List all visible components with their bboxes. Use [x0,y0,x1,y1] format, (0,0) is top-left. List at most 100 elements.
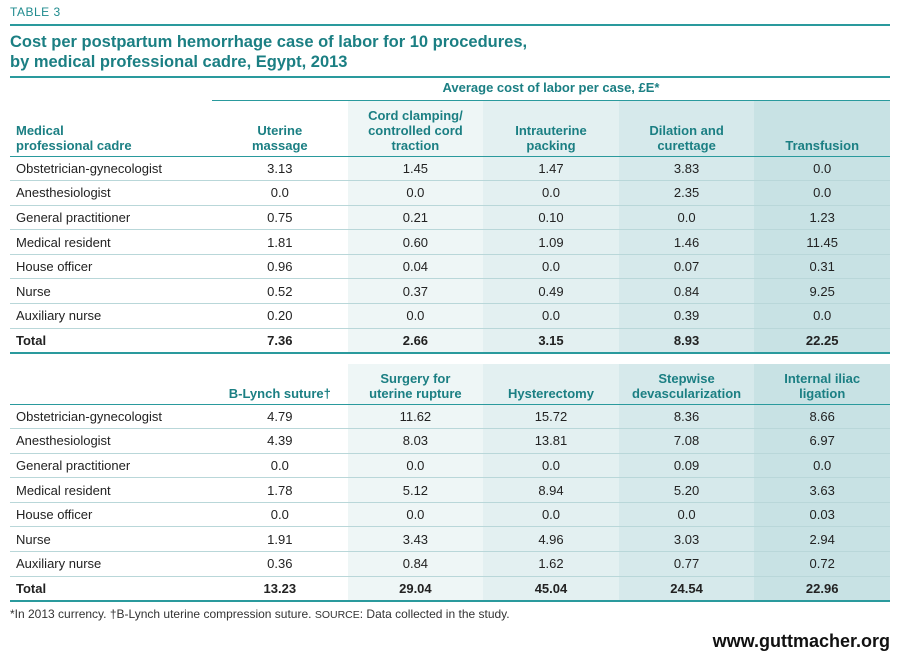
row-label: General practitioner [10,453,212,479]
cell-b-lynch-suture: 0.0 [212,502,348,528]
cell-cord-clamping: 0.0 [347,180,484,206]
row-label: Anesthesiologist [10,180,212,206]
header-intrauterine-packing: Intrauterine packing [483,101,619,157]
table-row: General practitioner 0.75 0.21 0.10 0.0 1.23 [10,205,890,231]
header-cord-clamping: Cord clamping/controlled cord traction [347,101,484,157]
cell-b-lynch-suture: 0.0 [212,453,348,479]
cell-dilation-curettage: 1.46 [618,229,755,255]
cost-table-2: B-Lynch suture† Surgery for uterine ruptur… [10,364,890,602]
header-line: B-Lynch suture† [228,385,331,401]
row-label: Obstetrician-gynecologist [10,404,212,430]
cell-surgery-uterine-rupture: 5.12 [347,477,484,503]
cell-internal-iliac-ligation: 22.96 [754,576,890,602]
cell-intrauterine-packing: 1.09 [483,229,619,255]
cell-internal-iliac-ligation: 8.66 [754,404,890,430]
footnote-text: *In 2013 currency. †B-Lynch uterine comp… [10,607,315,621]
cell-intrauterine-packing: 0.0 [483,303,619,329]
cell-cord-clamping: 0.21 [347,205,484,231]
header-line: devascularization [632,385,742,401]
table-row: Auxiliary nurse 0.20 0.0 0.0 0.39 0.0 [10,303,890,329]
cell-uterine-massage: 1.81 [212,229,348,255]
cell-dilation-curettage: 8.93 [618,328,755,354]
row-label: Total [10,328,212,354]
super-header: Average cost of labor per case, £E* [442,80,660,95]
cell-hysterectomy: 0.0 [483,502,619,528]
table-row: Obstetrician-gynecologist 4.79 11.62 15.72 8… [10,404,890,430]
cell-cord-clamping: 0.60 [347,229,484,255]
cell-surgery-uterine-rupture: 29.04 [347,576,484,602]
cell-transfusion: 0.0 [754,180,890,206]
cell-transfusion: 0.0 [754,156,890,182]
header-internal-iliac-ligation: Internal iliac ligation [754,364,890,405]
cell-internal-iliac-ligation: 0.72 [754,551,890,577]
cell-dilation-curettage: 0.39 [618,303,755,329]
cost-table-1: Medical professional cadre Uterine massage C… [10,101,890,354]
cell-hysterectomy: 13.81 [483,428,619,454]
cell-hysterectomy: 8.94 [483,477,619,503]
table-row: Medical resident 1.81 0.60 1.09 1.46 11.45 [10,229,890,255]
cell-stepwise-devascularization: 24.54 [618,576,755,602]
row-label: General practitioner [10,205,212,231]
cell-uterine-massage: 3.13 [212,156,348,182]
cell-stepwise-devascularization: 0.09 [618,453,755,479]
website-url: www.guttmacher.org [712,631,890,651]
cell-surgery-uterine-rupture: 11.62 [347,404,484,430]
row-label: Nurse [10,278,212,305]
cell-hysterectomy: 1.62 [483,551,619,577]
cell-transfusion: 11.45 [754,229,890,255]
header-uterine-massage: Uterine massage [212,101,348,157]
header-transfusion: Transfusion [754,101,890,157]
cell-uterine-massage: 0.0 [212,180,348,206]
title-line-2: by medical professional cadre, Egypt, 20… [10,53,348,71]
cell-dilation-curettage: 0.0 [618,205,755,231]
cell-dilation-curettage: 0.07 [618,254,755,280]
footnote-source-text: : Data collected in the study. [359,607,510,621]
table-row: House officer 0.0 0.0 0.0 0.0 0.03 [10,502,890,528]
cell-b-lynch-suture: 13.23 [212,576,348,602]
cell-cord-clamping: 1.45 [347,156,484,182]
cell-cord-clamping: 2.66 [347,328,484,354]
cell-b-lynch-suture: 1.78 [212,477,348,503]
header-line: Intrauterine [515,122,587,138]
table-row: Obstetrician-gynecologist 3.13 1.45 1.47 3.8… [10,156,890,182]
header-line: Uterine [257,122,303,138]
cell-b-lynch-suture: 0.36 [212,551,348,577]
header-line: massage [251,137,308,153]
cell-uterine-massage: 0.20 [212,303,348,329]
total-row: Total 7.36 2.66 3.15 8.93 22.25 [10,328,890,354]
cell-uterine-massage: 0.96 [212,254,348,280]
table-row: Nurse 1.91 3.43 4.96 3.03 2.94 [10,526,890,553]
row-label: House officer [10,502,212,528]
title-rule [10,76,890,78]
header-stepwise-devascularization: Stepwise devascularization [618,364,755,405]
cell-intrauterine-packing: 3.15 [483,328,619,354]
cell-dilation-curettage: 3.83 [618,156,755,182]
cell-surgery-uterine-rupture: 8.03 [347,428,484,454]
cell-uterine-massage: 0.75 [212,205,348,231]
header-line: Surgery for [380,370,451,386]
cell-internal-iliac-ligation: 0.03 [754,502,890,528]
header-b-lynch-suture: B-Lynch suture† [212,364,348,405]
header-dilation-curettage: Dilation and curettage [618,101,755,157]
table-row: Anesthesiologist 0.0 0.0 0.0 2.35 0.0 [10,180,890,206]
header-line: Transfusion [785,137,860,153]
cell-internal-iliac-ligation: 6.97 [754,428,890,454]
header-line: Internal iliac [784,370,861,386]
table-label: TABLE 3 [10,5,61,19]
table-row: Nurse 0.52 0.37 0.49 0.84 9.25 [10,278,890,305]
cell-surgery-uterine-rupture: 3.43 [347,526,484,553]
row-label: Auxiliary nurse [10,303,212,329]
table-row: House officer 0.96 0.04 0.0 0.07 0.31 [10,254,890,280]
cell-transfusion: 0.31 [754,254,890,280]
title-line-1: Cost per postpartum hemorrhage case of l… [10,33,528,51]
cell-stepwise-devascularization: 5.20 [618,477,755,503]
cell-transfusion: 22.25 [754,328,890,354]
row-label: Obstetrician-gynecologist [10,156,212,182]
cell-stepwise-devascularization: 7.08 [618,428,755,454]
table-row: Anesthesiologist 4.39 8.03 13.81 7.08 6.97 [10,428,890,454]
cell-cord-clamping: 0.04 [347,254,484,280]
cell-cord-clamping: 0.37 [347,278,484,305]
cell-hysterectomy: 45.04 [483,576,619,602]
cell-stepwise-devascularization: 3.03 [618,526,755,553]
cell-transfusion: 9.25 [754,278,890,305]
